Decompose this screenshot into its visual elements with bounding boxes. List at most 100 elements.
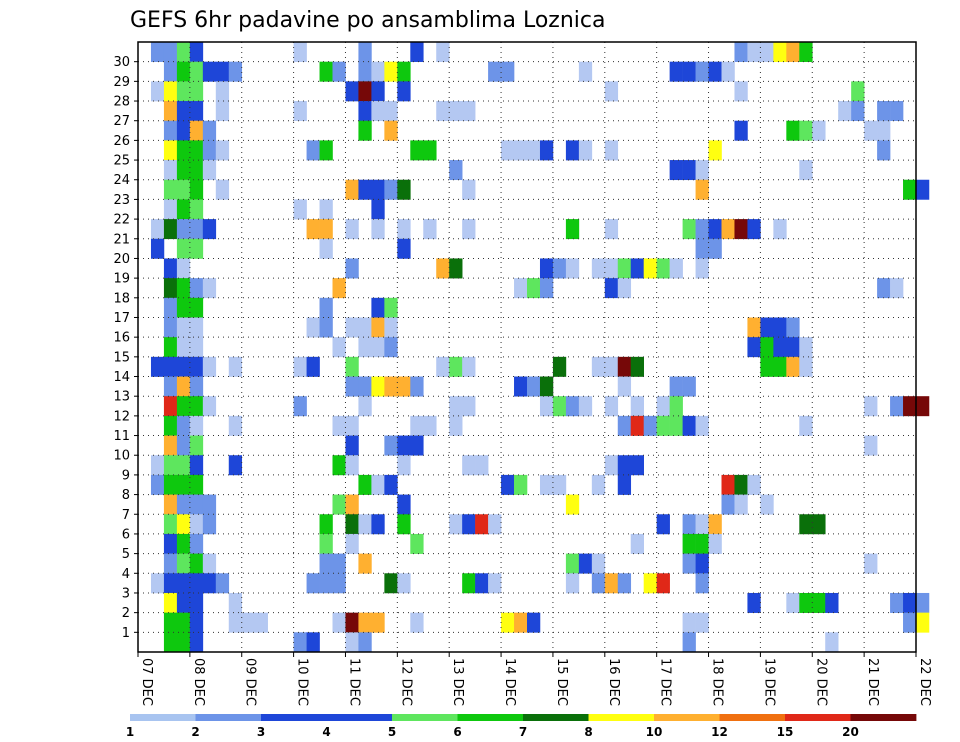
heatmap-cell [527,140,541,161]
heatmap-cell [527,376,541,397]
heatmap-cell [371,101,385,122]
heatmap-cell [501,61,515,82]
heatmap-cell [695,533,709,554]
heatmap-cell [189,612,204,633]
heatmap-cell [462,179,476,200]
heatmap-cell [799,160,813,181]
heatmap-cell [812,514,826,535]
heatmap-cell [656,573,670,594]
heatmap-cell [371,81,385,102]
heatmap-cell [332,278,346,299]
heatmap-cell [371,179,385,200]
heatmap-cell [747,474,761,495]
heatmap-cell [176,553,191,574]
y-tick-label: 14 [113,370,130,385]
y-tick-label: 10 [113,449,130,464]
heatmap-cell [189,632,204,653]
heatmap-cell [189,415,204,436]
y-axis-ticks: 1234567891011121314151617181920212223242… [113,55,138,641]
heatmap-cell [630,415,644,436]
heatmap-cell [747,42,761,62]
legend-swatch [392,714,458,721]
heatmap-cell [773,317,787,338]
heatmap-cell [565,219,580,240]
heatmap-cell [163,455,178,476]
heatmap-cell [384,317,398,338]
heatmap-cell [189,455,204,476]
heatmap-cell [163,258,178,279]
heatmap-cell [682,160,696,181]
heatmap-cell [903,612,917,633]
legend-swatch [588,714,655,721]
heatmap-cell [189,61,204,82]
heatmap-cell [423,415,437,436]
heatmap-cell [150,455,165,476]
heatmap-cell [397,514,411,535]
heatmap-cell [786,42,800,62]
heatmap-cell [539,278,554,299]
heatmap-cell [345,435,359,456]
heatmap-cell [539,376,554,397]
heatmap-cell [176,179,191,200]
heatmap-cell [903,179,917,200]
legend-label: 6 [453,725,461,739]
heatmap-cell [163,219,178,240]
heatmap-cell [371,219,385,240]
heatmap-cell [760,356,774,377]
heatmap-cell [786,317,800,338]
heatmap-cell [176,297,191,318]
heatmap-cell [345,612,359,633]
heatmap-cell [591,258,606,279]
heatmap-cell [189,356,204,377]
heatmap-cell [462,573,476,594]
heatmap-cell [397,61,411,82]
heatmap-cell [410,140,424,161]
heatmap-cell [877,120,891,141]
heatmap-cell [682,219,696,240]
heatmap-cell [604,455,619,476]
heatmap-cell [189,219,204,240]
heatmap-cell [345,258,359,279]
heatmap-cell [332,337,346,358]
heatmap-cell [890,592,904,613]
legend-swatch [719,714,786,721]
heatmap-cell [656,415,670,436]
heatmap-cell [734,81,748,102]
y-tick-label: 5 [122,547,130,562]
x-tick-label: 11 DEC [346,658,361,706]
heatmap-cell [514,278,528,299]
heatmap-cell [410,435,424,456]
heatmap-cell [163,101,178,122]
heatmap-cell [799,592,813,613]
legend-swatch [523,714,589,721]
heatmap-cell [527,278,541,299]
y-tick-label: 22 [113,213,130,228]
heatmap-cell [591,553,606,574]
heatmap-cell [682,533,696,554]
heatmap-cell [358,632,372,653]
heatmap-cell [358,61,372,82]
heatmap-cell [228,356,243,377]
heatmap-cell [734,474,748,495]
heatmap-cell [176,238,191,259]
y-tick-label: 25 [113,154,130,169]
heatmap-cell [552,474,567,495]
legend-label: 7 [519,725,527,739]
heatmap-cell [916,612,930,633]
heatmap-cell [695,219,709,240]
heatmap-cell [565,553,580,574]
heatmap-cell [228,455,243,476]
heatmap-cell [449,160,463,181]
y-tick-label: 23 [113,193,130,208]
heatmap-cell [163,120,178,141]
heatmap-cell [877,101,891,122]
heatmap-cell [163,435,178,456]
y-tick-label: 24 [113,173,130,188]
heatmap-cell [345,376,359,397]
y-tick-label: 9 [122,468,130,483]
heatmap-cell [189,514,204,535]
x-tick-label: 16 DEC [606,658,621,706]
heatmap-cell [176,415,191,436]
heatmap-cell [851,101,865,122]
heatmap-cell [371,376,385,397]
